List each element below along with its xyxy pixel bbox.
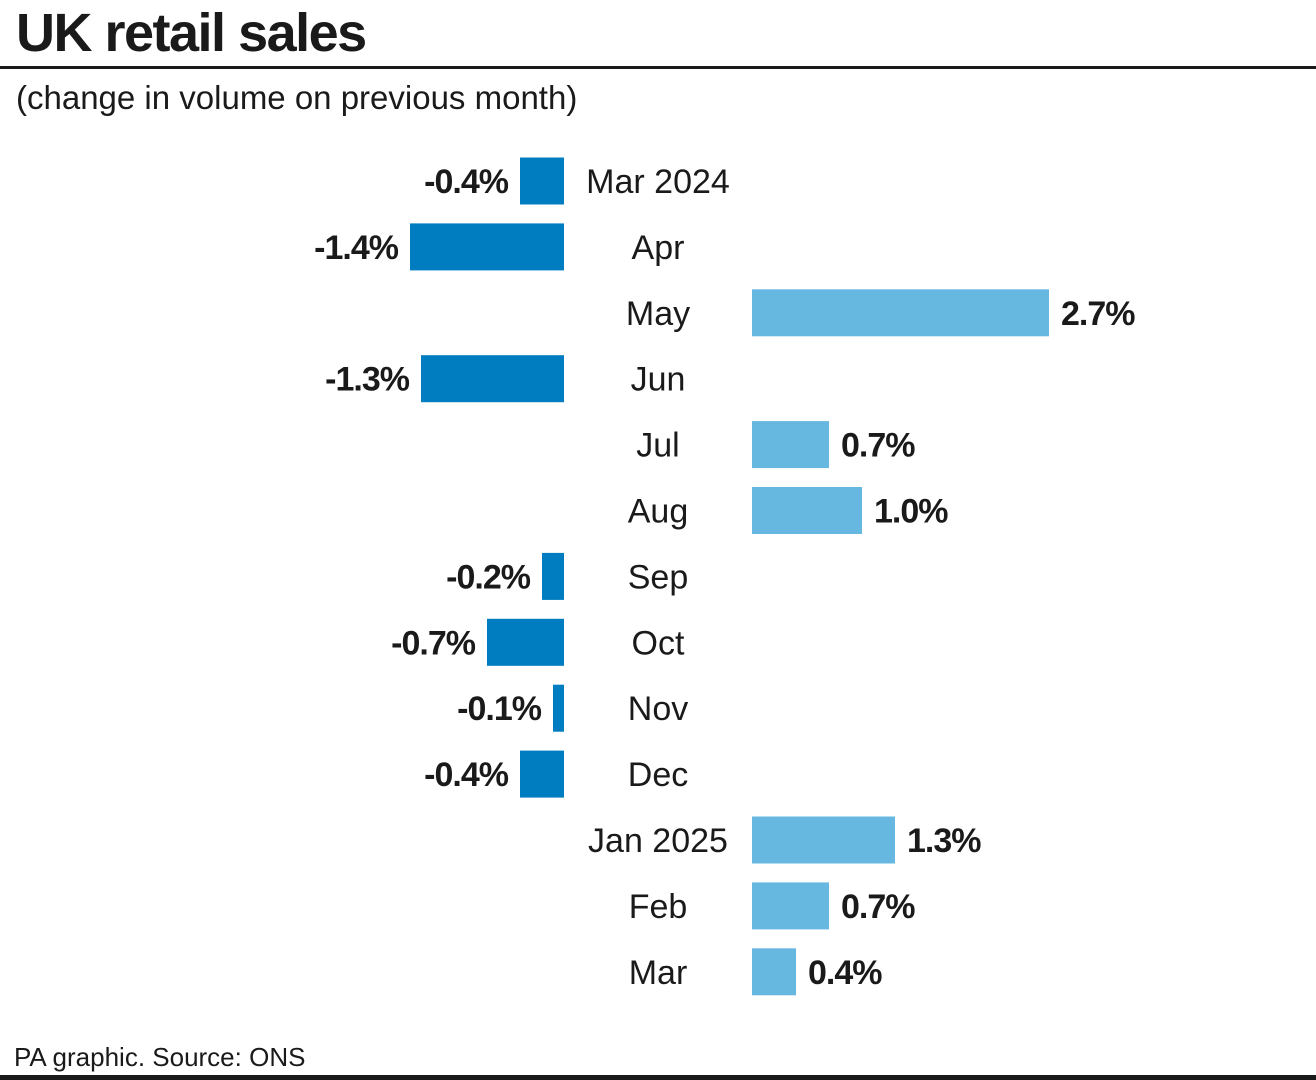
bar-5 — [752, 487, 862, 534]
bar-9 — [520, 750, 564, 798]
title-divider — [0, 66, 1316, 69]
category-label-1: Apr — [632, 229, 685, 267]
value-label-10: 1.3% — [907, 822, 981, 860]
category-label-5: Aug — [628, 493, 689, 531]
category-label-11: Feb — [629, 888, 688, 926]
bar-6 — [542, 552, 564, 600]
category-label-10: Jan 2025 — [588, 822, 728, 860]
category-label-6: Sep — [628, 558, 689, 596]
bar-4 — [752, 421, 829, 469]
source-credit: PA graphic. Source: ONS — [14, 1042, 306, 1072]
bar-2 — [752, 289, 1049, 337]
bar-1 — [410, 223, 564, 271]
value-label-3: -1.3% — [325, 361, 410, 399]
bar-8 — [553, 684, 564, 732]
value-label-4: 0.7% — [841, 427, 915, 465]
bar-0 — [520, 157, 564, 205]
value-label-11: 0.7% — [841, 888, 915, 926]
value-label-12: 0.4% — [808, 954, 882, 992]
category-label-3: Jun — [631, 361, 686, 399]
bar-10 — [752, 816, 895, 864]
bar-12 — [752, 948, 796, 996]
category-label-9: Dec — [628, 756, 688, 794]
category-label-4: Jul — [636, 427, 679, 465]
category-label-12: Mar — [629, 954, 688, 992]
value-label-8: -0.1% — [457, 690, 542, 728]
category-label-0: Mar 2024 — [586, 163, 730, 201]
chart-title: UK retail sales — [16, 3, 367, 63]
chart-subtitle: (change in volume on previous month) — [16, 79, 578, 116]
bar-7 — [487, 618, 564, 666]
bar-3 — [421, 355, 564, 403]
bar-11 — [752, 882, 829, 930]
value-label-0: -0.4% — [424, 163, 509, 201]
value-label-9: -0.4% — [424, 756, 509, 794]
value-label-6: -0.2% — [446, 558, 531, 596]
category-label-2: May — [626, 295, 690, 333]
category-label-8: Nov — [628, 690, 688, 728]
footer-divider — [0, 1075, 1316, 1080]
value-label-7: -0.7% — [391, 624, 476, 662]
value-label-2: 2.7% — [1061, 295, 1135, 333]
value-label-5: 1.0% — [874, 493, 948, 531]
category-label-7: Oct — [632, 624, 685, 662]
value-label-1: -1.4% — [314, 229, 399, 267]
